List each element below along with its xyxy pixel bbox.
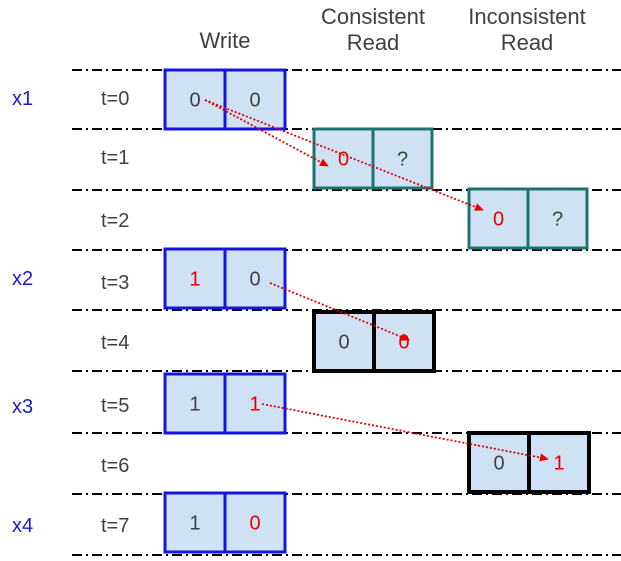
write-t7-value-1: 0 xyxy=(249,513,260,535)
write-t5-value-1: 1 xyxy=(249,394,260,416)
inconsistent-read-t2-value-1: ? xyxy=(552,209,563,231)
arrow-t0-to-t2 xyxy=(204,99,484,211)
consistent-header-line2: Read xyxy=(346,30,400,55)
column-header-write: Write xyxy=(165,28,285,54)
consistent-read-t1-box: 0? xyxy=(312,127,434,190)
consistent-read-t1-cell-0 xyxy=(312,127,375,190)
column-header-inconsistent-read: Inconsistent Read xyxy=(452,4,602,56)
write-t5-cell-0 xyxy=(163,372,227,435)
write-t0-value-0: 0 xyxy=(189,90,200,112)
inconsistent-read-t6-value-1: 1 xyxy=(553,453,564,475)
time-label-t5: t=5 xyxy=(101,395,130,417)
consistent-read-t4-value-0: 0 xyxy=(338,332,349,354)
write-t7-cell-1 xyxy=(223,491,287,554)
time-label-t7: t=7 xyxy=(101,515,130,537)
arrow-t3-to-t4 xyxy=(269,282,410,341)
op-label-x2: x2 xyxy=(12,268,34,290)
consistent-read-t1-value-0: 0 xyxy=(338,149,349,171)
column-header-consistent-read: Consistent Read xyxy=(298,4,448,56)
inconsistent-read-t2-cell-1 xyxy=(526,187,589,250)
time-label-t2: t=2 xyxy=(101,210,130,232)
inconsistent-header-line1: Inconsistent xyxy=(468,4,586,29)
write-t3-cell-0 xyxy=(163,247,227,310)
write-t3-cell-1 xyxy=(223,247,287,310)
consistent-read-t4-value-1: 0 xyxy=(398,332,409,354)
time-label-t6: t=6 xyxy=(101,455,130,477)
write-t0-cell-1 xyxy=(223,68,287,131)
write-t5-value-0: 1 xyxy=(189,394,200,416)
consistent-read-t1-value-1: ? xyxy=(397,149,408,171)
inconsistent-read-t6-value-0: 0 xyxy=(493,453,504,475)
time-label-t3: t=3 xyxy=(101,272,130,294)
consistent-header-line1: Consistent xyxy=(321,4,425,29)
write-t7-value-0: 1 xyxy=(189,513,200,535)
write-t0-cell-0 xyxy=(163,68,227,131)
op-label-x4: x4 xyxy=(12,515,34,537)
time-label-t0: t=0 xyxy=(101,88,130,110)
write-t0-value-1: 0 xyxy=(249,90,260,112)
consistent-read-t4-cell-1 xyxy=(372,310,436,373)
write-t3-value-0: 1 xyxy=(189,269,200,291)
op-label-x3: x3 xyxy=(12,396,34,418)
time-label-t4: t=4 xyxy=(101,332,130,354)
write-header-text: Write xyxy=(199,28,251,53)
write-t5-cell-1 xyxy=(223,372,287,435)
inconsistent-header-line2: Read xyxy=(500,30,554,55)
write-t3-value-1: 0 xyxy=(249,269,260,291)
arrow-t5-to-t6 xyxy=(261,403,549,462)
inconsistent-read-t2-cell-0 xyxy=(467,187,530,250)
time-label-t1: t=1 xyxy=(101,147,130,169)
op-label-x1: x1 xyxy=(12,88,34,110)
inconsistent-read-t2-box: 0? xyxy=(467,187,589,250)
inconsistent-read-t2-value-0: 0 xyxy=(493,209,504,231)
arrow-t0-to-t1 xyxy=(204,99,329,167)
inconsistent-read-t6-cell-1 xyxy=(527,431,591,494)
